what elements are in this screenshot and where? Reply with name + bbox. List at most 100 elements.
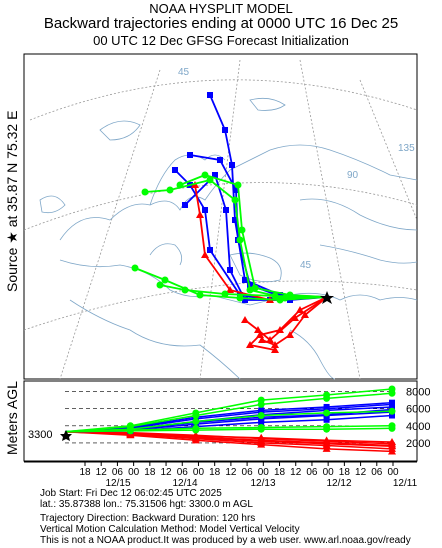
height-marker	[388, 407, 396, 415]
x-date-label: 12/12	[326, 478, 351, 489]
map-trajectory-marker	[276, 326, 284, 333]
vertical-motion-text: Vertical Motion Calculation Method: Mode…	[40, 524, 300, 535]
map-trajectory-marker	[222, 127, 228, 133]
x-tick-label: 06	[242, 467, 254, 478]
model-title: NOAA HYSPLIT MODEL	[149, 1, 293, 16]
map-trajectory-marker	[271, 341, 279, 348]
map-trajectory-marker	[176, 181, 184, 189]
map-trajectory-marker	[258, 336, 266, 343]
map-trajectory-marker	[156, 281, 164, 289]
height-trajectory-green	[64, 410, 393, 433]
map-trajectory-green	[144, 179, 328, 299]
map-trajectory-marker	[206, 176, 214, 184]
height-marker	[257, 436, 266, 444]
height-marker	[323, 394, 331, 402]
map-trajectory-marker	[221, 290, 229, 298]
map-trajectory-marker	[172, 167, 178, 173]
x-tick-label: 00	[128, 467, 140, 478]
map-trajectory-marker	[286, 331, 294, 338]
height-marker	[192, 418, 200, 425]
x-date-label: 12/13	[250, 478, 275, 489]
x-tick-label: 18	[209, 467, 221, 478]
height-marker	[257, 425, 265, 433]
height-marker	[126, 425, 134, 433]
map-trajectory-marker	[161, 276, 169, 284]
map-trajectory-marker	[227, 267, 233, 273]
map-trajectory-marker	[141, 188, 149, 196]
map-trajectory-marker	[251, 284, 259, 292]
map-trajectory-marker	[196, 211, 204, 218]
start-height-label: 3300	[28, 429, 52, 441]
direction-text: Trajectory Direction: Backward Duration:…	[40, 513, 256, 524]
map-trajectory-marker	[296, 306, 304, 313]
map-trajectory-marker	[231, 196, 239, 204]
height-marker	[192, 426, 200, 434]
height-trajectory-green	[64, 392, 393, 433]
map-trajectory-marker	[271, 346, 279, 353]
source-star-marker	[320, 291, 334, 304]
map-trajectory-marker	[286, 291, 294, 299]
height-marker	[192, 412, 200, 420]
y-tick-label: 2000	[406, 438, 430, 450]
height-marker	[257, 400, 265, 408]
lat-label: 45	[300, 260, 312, 271]
map-trajectory-marker	[232, 217, 238, 223]
map-trajectory-marker	[166, 186, 174, 194]
map-trajectory-marker	[266, 336, 274, 343]
x-tick-label: 06	[371, 467, 383, 478]
map-trajectory-marker	[226, 286, 234, 293]
x-tick-label: 12	[96, 467, 108, 478]
map-trajectory-marker	[202, 207, 208, 213]
map-trajectory-marker	[223, 207, 229, 213]
x-tick-label: 06	[177, 467, 189, 478]
x-tick-label: 00	[193, 467, 205, 478]
disclaimer-text: This is not a NOAA product.It was produc…	[40, 535, 411, 546]
height-marker	[389, 399, 395, 406]
height-marker	[388, 441, 396, 449]
x-tick-label: 12	[225, 467, 237, 478]
map-trajectory-marker	[242, 297, 248, 303]
x-tick-label: 18	[79, 467, 91, 478]
x-date-label: 12/11	[393, 478, 418, 489]
map-trajectory-marker	[207, 247, 213, 253]
height-trajectory-red	[64, 431, 393, 447]
height-marker	[322, 438, 331, 446]
map-trajectory-marker	[234, 181, 242, 189]
map-trajectory-marker	[246, 341, 254, 348]
height-marker	[388, 447, 396, 455]
height-marker	[323, 403, 330, 410]
map-trajectory-marker	[236, 294, 244, 302]
map-trajectory-marker	[131, 264, 139, 272]
height-source-star	[60, 430, 72, 441]
map-trajectory-red	[248, 296, 328, 351]
location-text: lat.: 35.87388 lon.: 75.31506 hgt: 3300.…	[40, 499, 253, 510]
x-date-label: 12/14	[172, 478, 197, 489]
x-tick-label: 00	[323, 467, 335, 478]
y-tick-label: 8000	[406, 387, 430, 399]
x-tick-label: 12	[355, 467, 367, 478]
job-start-text: Job Start: Fri Dec 12 06:02:45 UTC 2025	[40, 488, 222, 499]
map-trajectory-marker	[254, 326, 262, 333]
map-trajectory-marker	[238, 226, 246, 234]
map-trajectory-marker	[201, 171, 209, 179]
height-marker	[323, 425, 331, 433]
lat-label: 135	[398, 143, 415, 154]
map-trajectory-marker	[182, 202, 188, 208]
height-marker	[389, 412, 395, 419]
map-trajectory-marker	[229, 162, 235, 168]
x-tick-label: 00	[387, 467, 399, 478]
lat-label: 90	[347, 170, 359, 181]
map-trajectory-marker	[201, 251, 209, 258]
height-trajectory-green	[64, 427, 393, 433]
height-marker	[257, 440, 266, 448]
height-marker	[258, 419, 265, 426]
x-tick-label: 00	[258, 467, 270, 478]
height-marker	[323, 416, 330, 423]
map-trajectory-marker	[207, 92, 213, 98]
height-marker	[322, 444, 331, 452]
map-trajectory-marker	[241, 316, 249, 323]
map-trajectory-marker	[196, 291, 204, 299]
x-tick-label: 06	[306, 467, 318, 478]
x-date-label: 12/15	[105, 478, 130, 489]
